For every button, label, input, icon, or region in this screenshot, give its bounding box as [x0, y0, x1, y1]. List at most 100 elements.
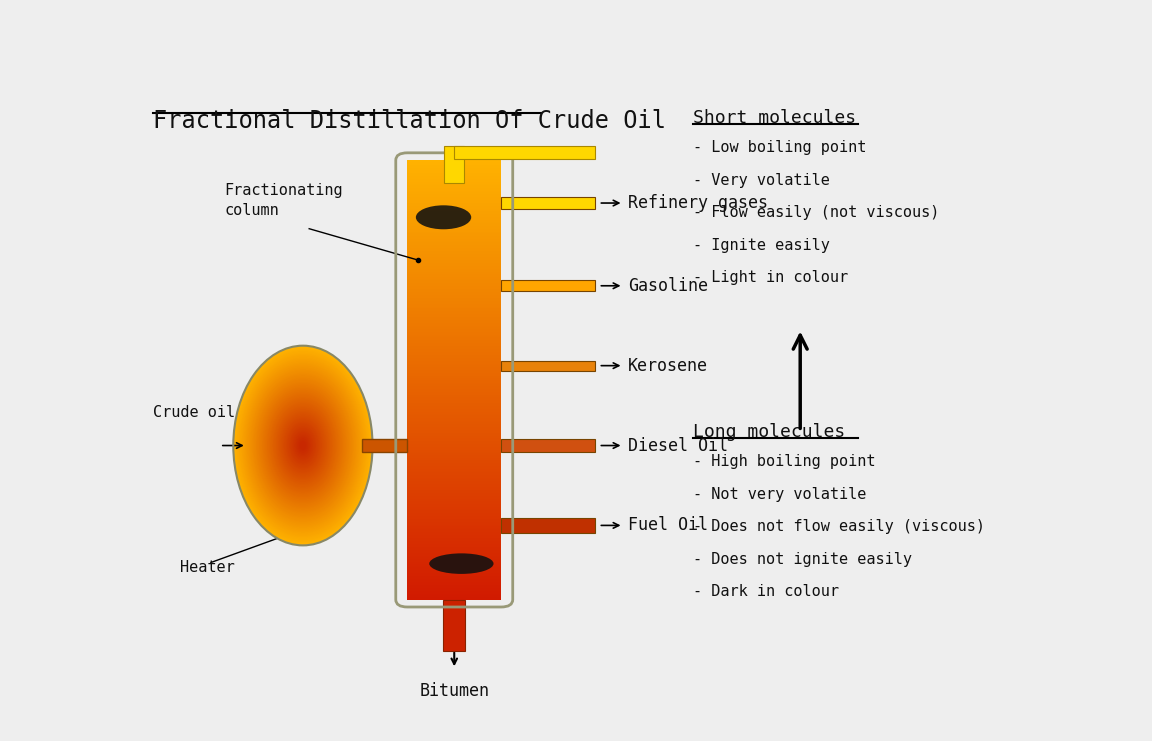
- Bar: [408, 517, 501, 519]
- Bar: [408, 263, 501, 265]
- Text: Long molecules: Long molecules: [694, 422, 846, 441]
- Bar: [408, 190, 501, 191]
- Bar: [408, 597, 501, 598]
- Bar: [408, 362, 501, 364]
- Bar: [408, 392, 501, 393]
- Bar: [408, 219, 501, 220]
- Ellipse shape: [430, 554, 493, 574]
- Text: Refinery gases: Refinery gases: [628, 194, 768, 212]
- Bar: [408, 416, 501, 418]
- Bar: [408, 509, 501, 511]
- Bar: [408, 514, 501, 515]
- Ellipse shape: [253, 375, 353, 516]
- Bar: [408, 245, 501, 247]
- Ellipse shape: [252, 372, 354, 519]
- Ellipse shape: [262, 387, 343, 504]
- Bar: [408, 505, 501, 506]
- Bar: [408, 427, 501, 428]
- Bar: [408, 415, 501, 416]
- Ellipse shape: [274, 404, 332, 488]
- Bar: [408, 394, 501, 396]
- Bar: [408, 399, 501, 400]
- Bar: [408, 512, 501, 514]
- Bar: [408, 421, 501, 422]
- Ellipse shape: [281, 415, 325, 476]
- Ellipse shape: [258, 382, 347, 509]
- Ellipse shape: [238, 353, 367, 538]
- Text: Kerosene: Kerosene: [628, 356, 707, 375]
- Bar: [408, 334, 501, 336]
- Bar: [408, 187, 501, 188]
- Bar: [408, 531, 501, 532]
- Ellipse shape: [259, 383, 347, 508]
- Bar: [408, 314, 501, 316]
- Bar: [408, 472, 501, 473]
- Bar: [408, 550, 501, 551]
- Bar: [408, 376, 501, 377]
- Text: - Not very volatile: - Not very volatile: [694, 487, 866, 502]
- Bar: [408, 503, 501, 505]
- Ellipse shape: [268, 395, 338, 496]
- Bar: [408, 391, 501, 392]
- Bar: [408, 184, 501, 185]
- Bar: [408, 548, 501, 550]
- Ellipse shape: [247, 365, 359, 526]
- Bar: [408, 562, 501, 563]
- Bar: [408, 508, 501, 509]
- Bar: [408, 428, 501, 430]
- Bar: [501, 439, 594, 452]
- Bar: [408, 230, 501, 232]
- Bar: [408, 223, 501, 225]
- Bar: [408, 333, 501, 334]
- Bar: [408, 473, 501, 475]
- Bar: [408, 572, 501, 574]
- Bar: [408, 359, 501, 361]
- Bar: [408, 169, 501, 170]
- Bar: [408, 446, 501, 448]
- Ellipse shape: [268, 396, 338, 494]
- Bar: [408, 371, 501, 373]
- Bar: [408, 356, 501, 358]
- Bar: [408, 271, 501, 273]
- Text: Gasoline: Gasoline: [628, 277, 707, 295]
- Ellipse shape: [291, 429, 314, 462]
- Ellipse shape: [243, 360, 363, 531]
- Bar: [408, 165, 501, 166]
- Text: - Does not ignite easily: - Does not ignite easily: [694, 551, 912, 567]
- Bar: [408, 202, 501, 203]
- Bar: [408, 260, 501, 262]
- Bar: [408, 568, 501, 569]
- Ellipse shape: [416, 205, 471, 229]
- Bar: [408, 313, 501, 314]
- Bar: [408, 222, 501, 223]
- Ellipse shape: [256, 379, 350, 513]
- Bar: [408, 259, 501, 260]
- Bar: [408, 484, 501, 485]
- Ellipse shape: [286, 421, 320, 471]
- Bar: [408, 370, 501, 371]
- Ellipse shape: [280, 412, 326, 479]
- Bar: [408, 491, 501, 493]
- Bar: [408, 295, 501, 296]
- Ellipse shape: [285, 419, 321, 471]
- Bar: [408, 515, 501, 516]
- Bar: [408, 207, 501, 208]
- Bar: [408, 304, 501, 305]
- Bar: [408, 385, 501, 386]
- Bar: [408, 265, 501, 266]
- Bar: [408, 516, 501, 517]
- Bar: [408, 329, 501, 330]
- Bar: [408, 188, 501, 190]
- Bar: [408, 506, 501, 508]
- Bar: [408, 203, 501, 205]
- Bar: [408, 377, 501, 379]
- Ellipse shape: [276, 408, 329, 484]
- Bar: [408, 257, 501, 259]
- Bar: [408, 545, 501, 547]
- Bar: [408, 276, 501, 277]
- Bar: [408, 308, 501, 310]
- Bar: [408, 485, 501, 487]
- Ellipse shape: [258, 381, 348, 511]
- Ellipse shape: [245, 362, 361, 528]
- Ellipse shape: [260, 385, 346, 507]
